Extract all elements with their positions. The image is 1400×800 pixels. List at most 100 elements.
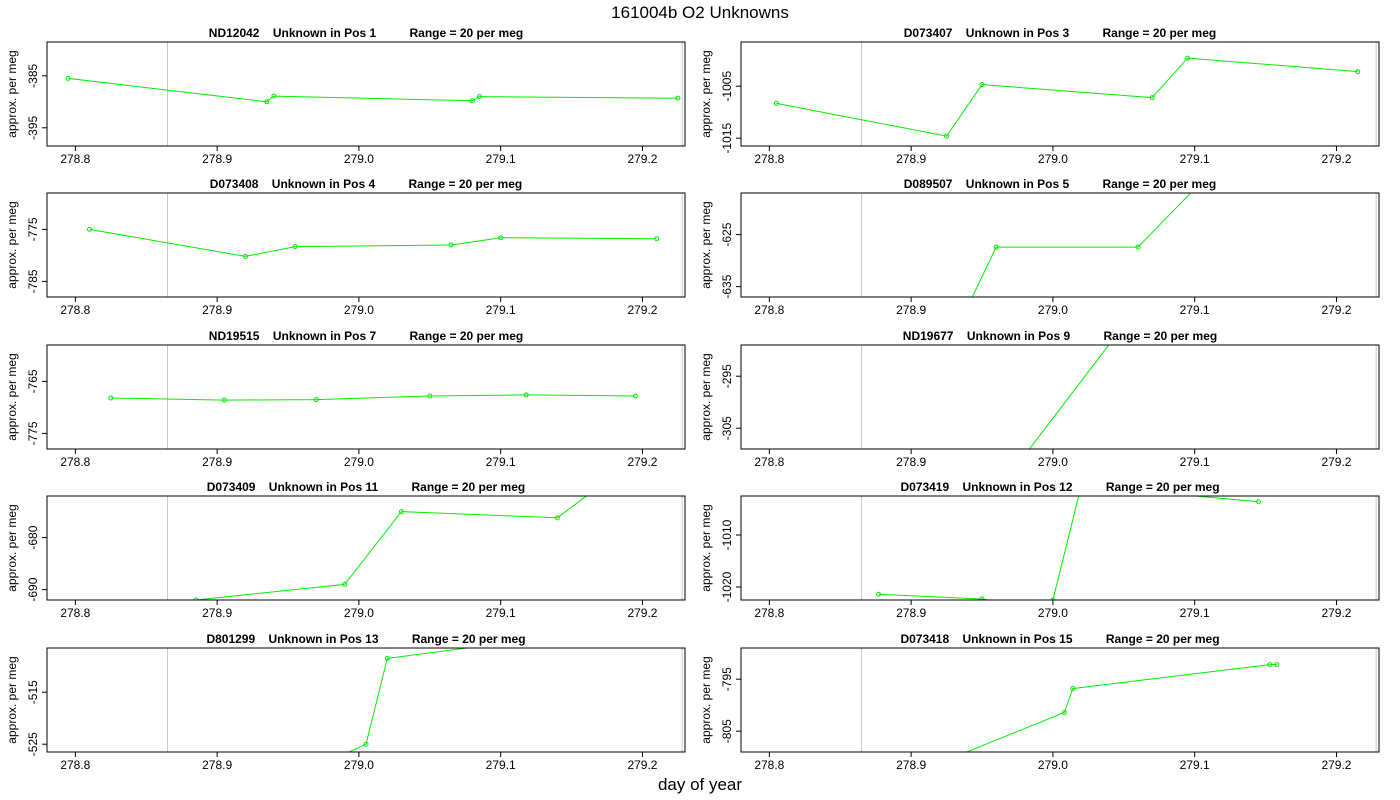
x-tick-label: 278.8 <box>60 606 90 620</box>
panel-9: D801299 Unknown in Pos 13 Range = 20 per… <box>5 632 686 772</box>
x-tick-label: 279.1 <box>486 303 516 317</box>
panel-4: D089507 Unknown in Pos 5 Range = 20 per … <box>699 177 1380 317</box>
data-point <box>1061 709 1067 715</box>
x-tick-label: 279.1 <box>1180 606 1210 620</box>
panel-8: D073419 Unknown in Pos 12 Range = 20 per… <box>699 480 1380 620</box>
data-point <box>523 392 529 398</box>
x-tick-label: 278.9 <box>202 152 232 166</box>
y-tick-label: -805 <box>720 719 734 743</box>
x-tick-label: 278.9 <box>896 758 926 772</box>
x-tick-label: 279.0 <box>344 758 374 772</box>
panel-title: ND12042 Unknown in Pos 1 Range = 20 per … <box>209 26 523 40</box>
y-tick-label: -775 <box>26 217 40 241</box>
data-point <box>87 226 93 232</box>
x-tick-label: 278.9 <box>202 758 232 772</box>
y-tick-label: -385 <box>26 63 40 87</box>
panel-5: ND19515 Unknown in Pos 7 Range = 20 per … <box>5 329 686 469</box>
data-point <box>264 99 270 105</box>
data-point <box>993 244 999 250</box>
panel-title: D073419 Unknown in Pos 12 Range = 20 per… <box>900 480 1219 494</box>
x-tick-label: 279.2 <box>627 455 657 469</box>
y-tick-label: -680 <box>26 525 40 549</box>
x-tick-label: 279.2 <box>1321 152 1351 166</box>
y-axis-label: approx. per meg <box>699 656 713 743</box>
data-point <box>773 100 779 106</box>
data-point <box>187 601 191 605</box>
x-tick-label: 279.2 <box>1321 758 1351 772</box>
figure-title: 161004b O2 Unknowns <box>611 3 789 22</box>
data-point <box>632 393 638 399</box>
data-layer <box>336 648 471 759</box>
data-point <box>605 478 609 482</box>
data-point <box>966 304 970 308</box>
data-point <box>498 235 504 241</box>
y-tick-label: -635 <box>720 274 734 298</box>
series-line <box>965 664 1277 752</box>
x-tick-label: 278.9 <box>202 606 232 620</box>
data-layer <box>65 75 681 105</box>
x-tick-label: 278.9 <box>896 152 926 166</box>
x-tick-label: 279.1 <box>486 455 516 469</box>
data-point <box>1149 95 1155 101</box>
data-point <box>476 94 482 100</box>
x-tick-label: 279.2 <box>627 606 657 620</box>
y-axis-label: approx. per meg <box>699 504 713 591</box>
y-tick-label: -295 <box>720 364 734 388</box>
data-point <box>675 95 681 101</box>
data-point <box>979 82 985 88</box>
series-line <box>89 228 657 257</box>
panel-10: D073418 Unknown in Pos 15 Range = 20 per… <box>699 632 1380 772</box>
series-line <box>1028 345 1110 449</box>
y-tick-label: -625 <box>720 222 734 246</box>
data-point <box>1185 55 1191 61</box>
x-tick-label: 279.1 <box>486 758 516 772</box>
x-tick-label: 279.1 <box>486 152 516 166</box>
panel-frame <box>46 192 686 298</box>
panel-title: D073407 Unknown in Pos 3 Range = 20 per … <box>904 26 1216 40</box>
panel-title: ND19515 Unknown in Pos 7 Range = 20 per … <box>209 329 523 343</box>
data-point <box>469 98 475 104</box>
series-line <box>110 394 636 401</box>
x-tick-label: 278.8 <box>754 152 784 166</box>
data-point <box>336 755 340 759</box>
y-tick-label: -795 <box>720 667 734 691</box>
y-tick-label: -690 <box>26 577 40 601</box>
data-point <box>221 397 227 403</box>
data-point <box>427 393 433 399</box>
data-point <box>654 236 660 242</box>
x-tick-label: 279.1 <box>1180 152 1210 166</box>
data-layer <box>965 662 1280 752</box>
data-point <box>242 253 248 259</box>
x-tick-label: 278.9 <box>202 303 232 317</box>
panel-frame <box>740 192 1380 298</box>
x-tick-label: 278.9 <box>896 303 926 317</box>
panel-3: D073408 Unknown in Pos 4 Range = 20 per … <box>5 177 686 317</box>
data-point <box>944 133 950 139</box>
y-axis-label: approx. per meg <box>699 353 713 440</box>
data-point <box>1355 69 1361 75</box>
x-tick-label: 279.0 <box>1038 152 1068 166</box>
data-point <box>342 581 348 587</box>
data-layer <box>966 193 1192 308</box>
panel-7: D073409 Unknown in Pos 11 Range = 20 per… <box>5 478 686 620</box>
x-tick-label: 279.2 <box>627 758 657 772</box>
y-tick-label: -775 <box>26 421 40 445</box>
data-point <box>1274 662 1280 668</box>
x-tick-label: 279.2 <box>1321 303 1351 317</box>
data-point <box>1050 597 1056 600</box>
y-tick-label: -305 <box>720 416 734 440</box>
y-axis-label: approx. per meg <box>699 201 713 288</box>
panel-frame <box>740 344 1380 450</box>
x-tick-label: 279.0 <box>1038 606 1068 620</box>
y-tick-label: -1010 <box>720 519 734 550</box>
data-layer <box>108 392 638 403</box>
data-layer <box>773 55 1361 139</box>
data-point <box>292 244 298 250</box>
data-point <box>1135 244 1141 250</box>
y-tick-label: -1020 <box>720 571 734 602</box>
x-tick-label: 279.0 <box>1038 303 1068 317</box>
y-tick-label: -765 <box>26 369 40 393</box>
data-point <box>398 509 404 515</box>
